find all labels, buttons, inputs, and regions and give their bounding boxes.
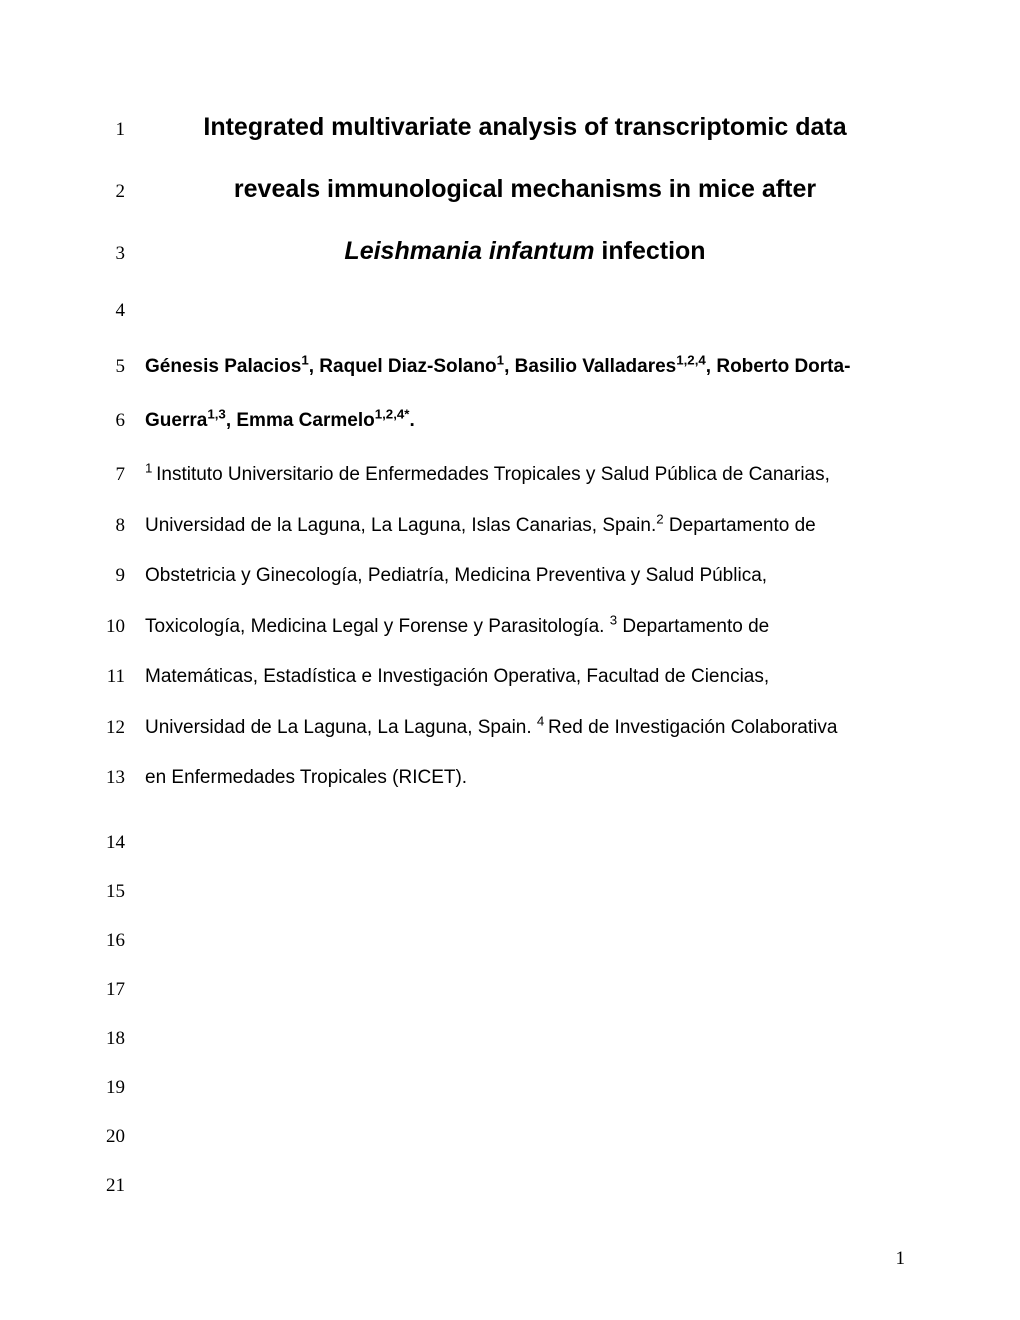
- author-3: Basilio Valladares: [515, 356, 677, 377]
- author-2-affil: 1: [497, 353, 504, 368]
- affil-text: Red de Investigación Colaborativa: [548, 717, 837, 738]
- empty-line-4-wrapper: 4: [90, 296, 905, 322]
- affil-text: Toxicología, Medicina Legal y Forense y …: [145, 616, 610, 637]
- affil-line-2: Universidad de la Laguna, La Laguna, Isl…: [125, 512, 905, 541]
- line-number: 20: [90, 1126, 125, 1148]
- empty-line-wrapper: 15: [90, 877, 905, 903]
- line-number: 14: [90, 832, 125, 854]
- authors-line-2: Guerra1,3, Emma Carmelo1,2,4*.: [125, 408, 905, 435]
- empty-line-wrapper: 16: [90, 926, 905, 952]
- line-number: 13: [90, 767, 125, 789]
- empty-line-wrapper: 21: [90, 1171, 905, 1197]
- authors-line-2-wrapper: 6 Guerra1,3, Emma Carmelo1,2,4*.: [90, 408, 905, 435]
- sep: ,: [504, 356, 515, 377]
- affil-line-3: Obstetricia y Ginecología, Pediatría, Me…: [125, 562, 905, 591]
- empty-line-wrapper: 14: [90, 828, 905, 854]
- affil-line-4-wrapper: 10 Toxicología, Medicina Legal y Forense…: [90, 613, 905, 642]
- title-line-3-wrapper: 3 Leishmania infantum infection: [90, 234, 905, 269]
- author-5: Emma Carmelo: [236, 410, 374, 431]
- line-number: 2: [90, 181, 125, 203]
- empty-line-wrapper: 20: [90, 1122, 905, 1148]
- empty-line: [125, 975, 905, 995]
- empty-line: [125, 926, 905, 946]
- page: 1 Integrated multivariate analysis of tr…: [0, 0, 1020, 1320]
- affil-line-6: Universidad de La Laguna, La Laguna, Spa…: [125, 714, 905, 743]
- title-line-2-wrapper: 2 reveals immunological mechanisms in mi…: [90, 172, 905, 207]
- line-number: 4: [90, 300, 125, 322]
- line-number: 15: [90, 881, 125, 903]
- empty-block: 14 15 16 17 18 19 20 21: [90, 828, 905, 1197]
- line-number: 10: [90, 616, 125, 638]
- title-line-3: Leishmania infantum infection: [125, 234, 905, 269]
- line-number: 5: [90, 356, 125, 378]
- affil-line-7: en Enfermedades Tropicales (RICET).: [125, 764, 905, 793]
- line-number: 16: [90, 930, 125, 952]
- empty-line-wrapper: 18: [90, 1024, 905, 1050]
- empty-line: [125, 828, 905, 848]
- line-number: 6: [90, 410, 125, 432]
- line-number: 19: [90, 1077, 125, 1099]
- author-4-affil: 1,3: [207, 406, 226, 421]
- affil-text: Departamento de: [664, 515, 816, 536]
- empty-line-wrapper: 19: [90, 1073, 905, 1099]
- affil-line-1-wrapper: 7 1 Instituto Universitario de Enfermeda…: [90, 461, 905, 490]
- affil-line-5-wrapper: 11 Matemáticas, Estadística e Investigac…: [90, 663, 905, 692]
- authors-line-1-wrapper: 5 Génesis Palacios1, Raquel Diaz-Solano1…: [90, 354, 905, 381]
- author-3-affil: 1,2,4: [676, 353, 706, 368]
- empty-line: [125, 296, 905, 316]
- empty-line: [125, 1073, 905, 1093]
- title-line-1: Integrated multivariate analysis of tran…: [125, 110, 905, 145]
- author-4-part1: Roberto Dorta-: [716, 356, 850, 377]
- author-4-part2: Guerra: [145, 410, 207, 431]
- authors-line-1: Génesis Palacios1, Raquel Diaz-Solano1, …: [125, 354, 905, 381]
- sep: ,: [706, 356, 717, 377]
- author-2: Raquel Diaz-Solano: [319, 356, 496, 377]
- affil-sup-4: 4: [537, 713, 548, 728]
- affil-line-3-wrapper: 9 Obstetricia y Ginecología, Pediatría, …: [90, 562, 905, 591]
- empty-line: [125, 1171, 905, 1191]
- line-number: 12: [90, 717, 125, 739]
- affil-line-6-wrapper: 12 Universidad de La Laguna, La Laguna, …: [90, 714, 905, 743]
- authors-block: 5 Génesis Palacios1, Raquel Diaz-Solano1…: [90, 354, 905, 434]
- affil-text: Departamento de: [617, 616, 769, 637]
- affil-sup-2: 2: [656, 511, 663, 526]
- author-5-affil: 1,2,4*: [375, 406, 410, 421]
- affil-line-1: 1 Instituto Universitario de Enfermedade…: [125, 461, 905, 490]
- author-1: Génesis Palacios: [145, 356, 301, 377]
- line-number: 7: [90, 464, 125, 486]
- line-number: 17: [90, 979, 125, 1001]
- title-rest: infection: [594, 237, 705, 265]
- affil-sup-1: 1: [145, 461, 156, 476]
- title-line-1-wrapper: 1 Integrated multivariate analysis of tr…: [90, 110, 905, 145]
- period: .: [409, 410, 414, 431]
- empty-line: [125, 1122, 905, 1142]
- line-number: 3: [90, 243, 125, 265]
- line-number: 1: [90, 119, 125, 141]
- title-italic: Leishmania infantum: [344, 237, 594, 265]
- line-number: 11: [90, 666, 125, 688]
- affil-text: Instituto Universitario de Enfermedades …: [156, 464, 830, 485]
- affil-line-7-wrapper: 13 en Enfermedades Tropicales (RICET).: [90, 764, 905, 793]
- title-block: 1 Integrated multivariate analysis of tr…: [90, 110, 905, 322]
- affil-line-2-wrapper: 8 Universidad de la Laguna, La Laguna, I…: [90, 512, 905, 541]
- affil-sup-3: 3: [610, 612, 617, 627]
- affil-text: Universidad de La Laguna, La Laguna, Spa…: [145, 717, 537, 738]
- page-number: 1: [896, 1248, 906, 1270]
- title-line-2: reveals immunological mechanisms in mice…: [125, 172, 905, 207]
- affil-line-5: Matemáticas, Estadística e Investigación…: [125, 663, 905, 692]
- empty-line: [125, 877, 905, 897]
- affil-text: Universidad de la Laguna, La Laguna, Isl…: [145, 515, 656, 536]
- author-1-affil: 1: [301, 353, 308, 368]
- affil-line-4: Toxicología, Medicina Legal y Forense y …: [125, 613, 905, 642]
- line-number: 9: [90, 565, 125, 587]
- line-number: 21: [90, 1175, 125, 1197]
- empty-line: [125, 1024, 905, 1044]
- sep: ,: [309, 356, 320, 377]
- empty-line-wrapper: 17: [90, 975, 905, 1001]
- line-number: 8: [90, 515, 125, 537]
- affiliation-block: 7 1 Instituto Universitario de Enfermeda…: [90, 461, 905, 793]
- sep: ,: [226, 410, 237, 431]
- line-number: 18: [90, 1028, 125, 1050]
